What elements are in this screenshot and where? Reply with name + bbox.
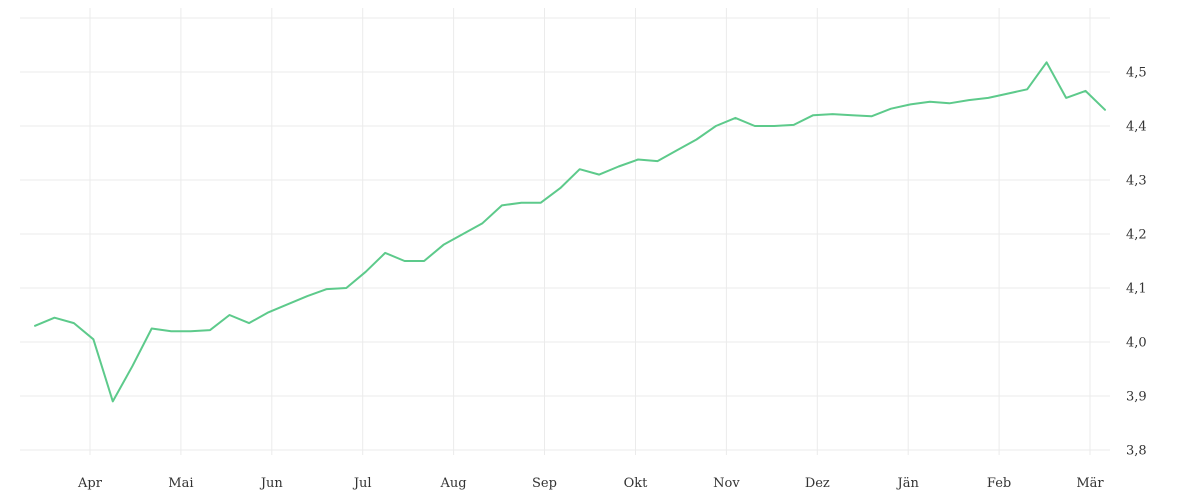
x-tick-label: Apr	[77, 476, 103, 491]
y-tick-label: 3,8	[1126, 444, 1147, 459]
x-tick-label: Okt	[624, 476, 649, 491]
x-tick-label: Mär	[1076, 476, 1104, 491]
x-tick-label: Jun	[259, 476, 284, 491]
x-tick-label: Aug	[440, 476, 467, 491]
x-tick-label: Mai	[168, 476, 193, 491]
y-tick-label: 4,4	[1126, 120, 1147, 135]
x-tick-label: Feb	[987, 476, 1011, 491]
series-line	[34, 61, 1106, 403]
x-tick-label: Dez	[805, 476, 830, 491]
y-tick-label: 4,5	[1126, 66, 1147, 81]
y-tick-label: 4,2	[1126, 228, 1147, 243]
y-tick-label: 4,0	[1126, 336, 1147, 351]
y-tick-label: 4,1	[1126, 282, 1147, 297]
x-tick-label: Jän	[896, 476, 920, 491]
y-tick-label: 4,3	[1126, 174, 1147, 189]
x-tick-label: Sep	[532, 476, 557, 491]
x-tick-label: Nov	[713, 476, 740, 491]
x-tick-label: Jul	[352, 476, 372, 491]
y-tick-label: 3,9	[1126, 390, 1147, 405]
